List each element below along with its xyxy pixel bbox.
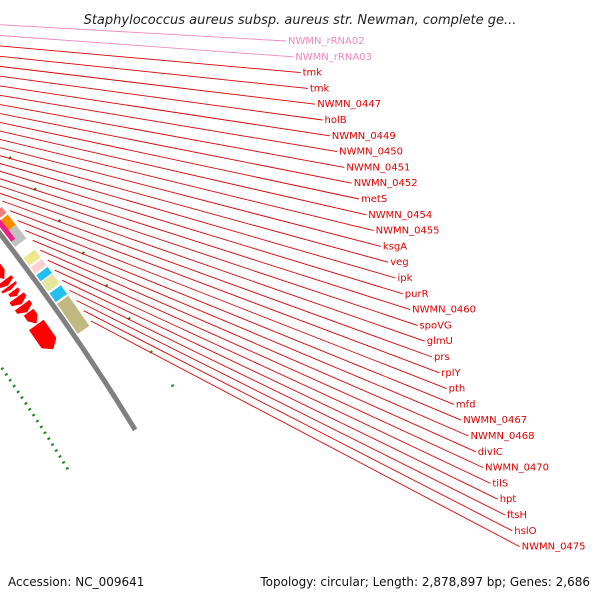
gene-label: NWMN_0447 <box>317 99 381 110</box>
gene-label-leader <box>54 269 484 469</box>
gene-label-leader <box>17 220 447 390</box>
gene-label: spoVG <box>419 320 451 331</box>
gene-label-leader <box>62 279 491 484</box>
gene-label: metS <box>361 194 387 205</box>
colored-feature-track <box>0 206 90 334</box>
map-title: Staphylococcus aureus subsp. aureus str.… <box>84 13 517 28</box>
gene-label-leader <box>69 289 498 500</box>
gene-label: holB <box>325 115 347 126</box>
accession-text: Accession: NC_009641 <box>8 575 144 589</box>
gene-label: purR <box>405 289 429 300</box>
gene-label-leader <box>0 24 287 42</box>
gene-label-leader <box>0 65 316 105</box>
gene-label: NWMN_0450 <box>339 147 403 158</box>
gene-label-leader <box>0 94 338 153</box>
gene-label-leader <box>0 163 396 279</box>
cds-feature <box>0 263 5 279</box>
gene-label-leader <box>0 178 411 311</box>
gene-label-leader <box>40 249 469 437</box>
gene-label-leader <box>0 121 360 200</box>
gene-label-leader <box>0 147 382 247</box>
gene-label: divIC <box>478 447 503 458</box>
gene-label: NWMN_0468 <box>471 431 535 442</box>
cds-feature <box>8 287 20 297</box>
gene-label: veg <box>390 257 408 268</box>
cds-feature <box>1 281 17 294</box>
gene-label: NWMN_0470 <box>485 463 549 474</box>
gene-label-leader <box>83 310 513 532</box>
gene-label: tmk <box>303 68 323 79</box>
colored-feature <box>57 295 90 334</box>
gene-label: glmU <box>427 336 453 347</box>
genome-summary-text: Topology: circular; Length: 2,878,897 bp… <box>259 575 590 589</box>
gene-label: ipk <box>398 273 413 284</box>
gene-label: rplY <box>441 368 461 379</box>
cds-feature <box>23 308 38 324</box>
colored-feature <box>30 259 47 274</box>
inner-tick-dots <box>0 362 70 472</box>
gene-label-leader <box>0 55 308 89</box>
gene-label: pth <box>449 384 466 395</box>
backbone-line <box>0 229 138 432</box>
gene-label-leader <box>25 229 455 405</box>
colored-feature <box>41 273 60 292</box>
genome-backbone <box>0 229 138 432</box>
gene-label: NWMN_0452 <box>354 178 418 189</box>
colored-feature <box>0 219 16 242</box>
gene-label-leader <box>0 192 425 342</box>
colored-feature <box>4 224 27 247</box>
gene-label-leader <box>47 259 476 453</box>
gene-label: ksgA <box>383 241 407 252</box>
gene-label: NWMN_0449 <box>332 131 396 142</box>
gene-label: tmk <box>310 83 330 94</box>
gene-label: NWMN_rRNA03 <box>295 52 372 63</box>
gene-label: prs <box>434 352 450 363</box>
gene-label-leader <box>2 200 433 358</box>
colored-feature <box>0 206 7 218</box>
gene-label: NWMN_0475 <box>522 542 586 553</box>
gene-label-leader <box>0 185 418 326</box>
outer-tick-dots <box>0 143 184 402</box>
gene-label: NWMN_0454 <box>368 210 432 221</box>
gene-label-leader <box>0 155 389 263</box>
cds-feature <box>14 299 32 314</box>
gene-label-leader <box>0 75 323 121</box>
gene-label-leader <box>0 170 403 295</box>
gene-label-leader <box>0 45 301 74</box>
gene-label: NWMN_0460 <box>412 305 476 316</box>
cds-feature-track <box>0 263 57 350</box>
outer-tick-ring <box>0 143 184 402</box>
gene-label-leader <box>32 239 462 421</box>
colored-feature <box>49 285 68 303</box>
gene-label: NWMN_rRNA02 <box>288 36 365 47</box>
gene-label: hpt <box>500 494 517 505</box>
cds-feature <box>9 292 27 307</box>
gene-label: NWMN_0455 <box>376 226 440 237</box>
gene-label-leader <box>0 138 374 232</box>
gene-label-leader <box>0 35 294 58</box>
gene-label-leader <box>0 104 345 168</box>
colored-feature <box>36 266 52 282</box>
cds-feature <box>0 275 14 289</box>
gene-label: NWMN_0451 <box>346 162 410 173</box>
gene-label-leader <box>0 113 352 184</box>
cds-feature <box>29 319 57 350</box>
gene-label: hslO <box>514 526 536 537</box>
gene-label-leader <box>9 210 440 374</box>
gene-label: NWMN_0467 <box>463 415 527 426</box>
gene-label-leader <box>0 130 367 216</box>
colored-feature <box>23 249 41 266</box>
gene-label-leader <box>76 300 506 516</box>
inner-tick-ring <box>0 362 70 472</box>
gene-label: tilS <box>492 478 508 489</box>
gene-label-leader <box>0 85 330 137</box>
gene-label: ftsH <box>507 510 527 521</box>
gene-label: mfd <box>456 399 476 410</box>
gene-label-leader <box>90 320 520 547</box>
